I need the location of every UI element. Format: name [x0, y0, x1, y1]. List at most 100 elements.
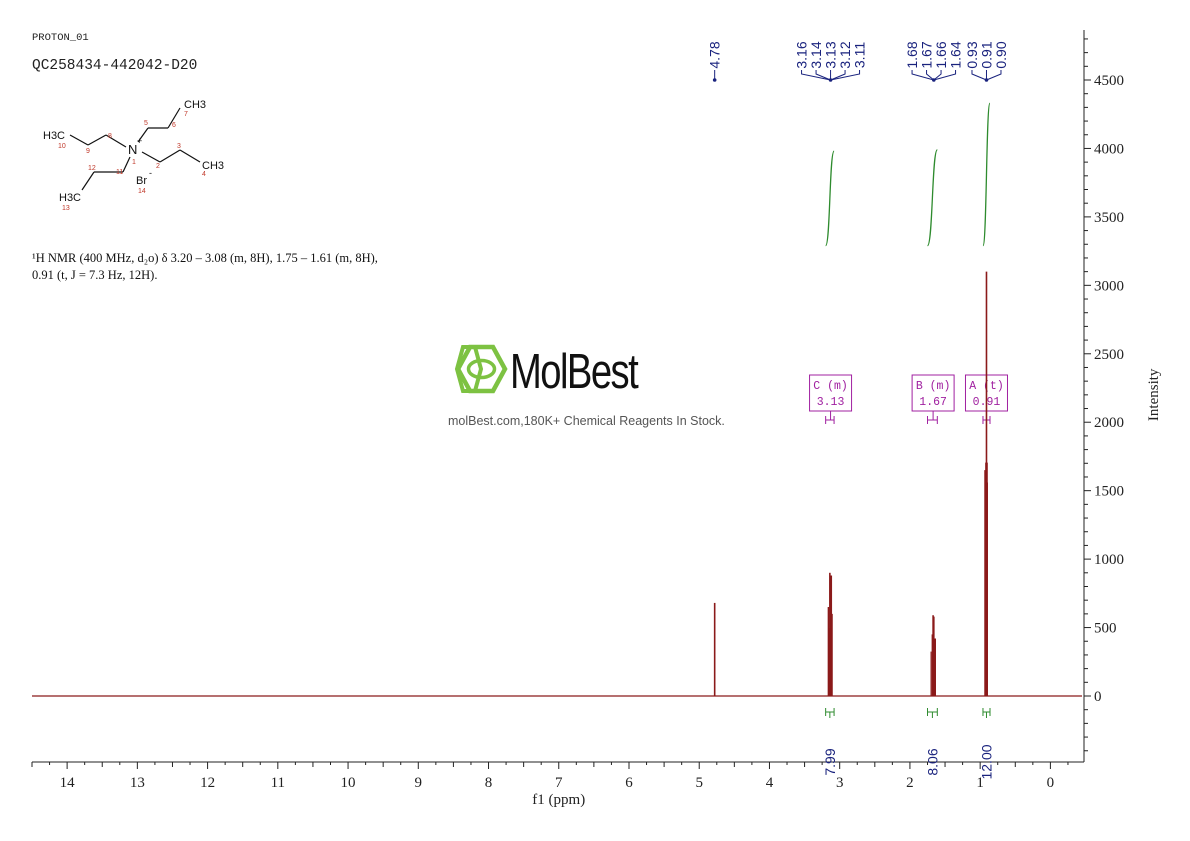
x-tick-label: 14 — [60, 775, 76, 791]
locant-11: 11 — [116, 169, 123, 176]
peak-label-connector — [933, 70, 942, 81]
x-tick-label: 4 — [766, 775, 774, 791]
peak-label-connector — [926, 70, 935, 81]
atom-label-h3c-bottom: H3C — [59, 192, 81, 204]
x-tick-label: 12 — [200, 775, 215, 791]
nmr-description-line-1: ¹H NMR (400 MHz, d₂o) δ 3.20 – 3.08 (m, … — [32, 251, 378, 265]
peak-label: 1.66 — [933, 41, 949, 68]
locant-1: 1 — [132, 159, 136, 166]
integral-curve — [982, 102, 991, 247]
peak-label: 0.93 — [964, 41, 980, 68]
watermark-tagline: molBest.com,180K+ Chemical Reagents In S… — [448, 414, 725, 428]
peak-label: 3.12 — [837, 41, 853, 68]
peak-label-connector — [986, 70, 1002, 81]
peak-label: 1.67 — [919, 41, 935, 68]
peak-label-anchor — [984, 78, 989, 82]
multiplet-shift: 3.13 — [817, 396, 845, 409]
integral-value: 12.00 — [978, 744, 994, 779]
peak-label: 3.11 — [852, 42, 868, 68]
peak-label-connector — [830, 70, 861, 81]
peak-label-group: 4.78 3.163.143.133.123.11 1.681.671.661.64… — [707, 41, 1009, 82]
ticks: 14 13 12 11 10 9 8 7 6 5 4 3 2 1 0f1 (ppm)050010001500… — [31, 38, 1162, 808]
charge-minus: - — [149, 168, 152, 178]
atom-label-nitrogen: N — [128, 142, 137, 157]
x-tick-label: 5 — [695, 775, 703, 791]
locant-5: 5 — [144, 120, 148, 127]
y-tick-label: 1500 — [1094, 484, 1124, 500]
atom-label-ch3-top: CH3 — [184, 99, 206, 111]
y-axis-label: Intensity — [1146, 368, 1162, 421]
x-tick-label: 7 — [555, 775, 563, 791]
peak-label: 3.13 — [823, 41, 839, 68]
sample-id: QC258434-442042-D20 — [32, 58, 198, 74]
watermark-brand: MolBest — [510, 345, 639, 399]
peak-label-connector — [911, 70, 934, 81]
y-tick-label: 0 — [1094, 689, 1102, 705]
multiplet-letter-type: B (m) — [916, 380, 951, 393]
atom-label-ch3-right: CH3 — [202, 160, 224, 172]
peak-label-anchor — [712, 78, 717, 82]
experiment-name: PROTON_01 — [32, 32, 89, 44]
molbest-logo-icon — [454, 344, 508, 394]
locant-2: 2 — [156, 163, 160, 170]
y-tick-label: 2000 — [1094, 415, 1124, 431]
spectrum-peak-envelope — [930, 651, 935, 696]
integral-curve — [825, 150, 835, 247]
y-tick-label: 3000 — [1094, 278, 1124, 294]
y-tick-label: 500 — [1094, 621, 1117, 637]
locant-6: 6 — [172, 122, 176, 129]
locant-14: 14 — [138, 188, 146, 195]
y-tick-label: 3500 — [1094, 210, 1124, 226]
nmr-description-line-2: 0.91 (t, J = 7.3 Hz, 12H). — [32, 268, 158, 282]
locant-10: 10 — [58, 143, 66, 150]
peak-label: 3.14 — [808, 41, 824, 68]
x-tick-label: 11 — [271, 775, 285, 791]
x-tick-label: 3 — [836, 775, 844, 791]
integral-value: 7.99 — [822, 748, 838, 775]
locant-7: 7 — [184, 111, 188, 118]
locant-4: 4 — [202, 171, 206, 178]
x-tick-label: 2 — [906, 775, 914, 791]
y-tick-label: 4000 — [1094, 141, 1124, 157]
peak-label-connector — [971, 70, 987, 81]
spectrum-peak-envelope — [985, 462, 988, 696]
charge-plus: + — [137, 136, 142, 146]
locant-9: 9 — [86, 148, 90, 155]
multiplet-shift: 1.67 — [919, 396, 947, 409]
peak-label: 1.64 — [948, 41, 964, 68]
integral-value: 8.06 — [924, 748, 940, 775]
atom-label-bromide: Br — [136, 175, 147, 187]
spectrum-trace — [32, 271, 1082, 697]
x-tick-label: 9 — [415, 775, 423, 791]
peak-label-connector — [830, 70, 846, 81]
x-tick-label: 8 — [485, 775, 493, 791]
x-tick-label: 13 — [130, 775, 145, 791]
peak-label-anchor — [932, 78, 936, 82]
peak-label-connector — [801, 70, 831, 81]
multiplet-letter-type: C (m) — [813, 380, 848, 393]
peak-label: 3.16 — [794, 41, 810, 68]
peak-label-connector — [933, 70, 957, 81]
x-tick-label: 6 — [625, 775, 633, 791]
peak-label: 0.91 — [978, 41, 994, 68]
peak-label: 0.90 — [993, 41, 1009, 68]
x-tick-label: 1 — [976, 775, 984, 791]
x-tick-label: 10 — [341, 775, 356, 791]
multiplet-boxes: C (m)3.13B (m)1.67A (t)0.91 — [809, 374, 1008, 424]
integral-curve — [926, 149, 938, 247]
locant-8: 8 — [108, 133, 112, 140]
nmr-description: ¹H NMR (400 MHz, d₂o) δ 3.20 – 3.08 (m, … — [32, 250, 378, 284]
locant-13: 13 — [62, 205, 70, 212]
y-tick-label: 2500 — [1094, 347, 1124, 363]
peak-label: 1.68 — [904, 41, 920, 68]
y-tick-label: 1000 — [1094, 552, 1124, 568]
integral-curves: 7.99 8.06 12.00 — [822, 102, 994, 780]
y-tick-label: 4500 — [1094, 73, 1124, 89]
spectrum-peak-envelope — [828, 628, 832, 696]
peak-label: 4.78 — [707, 41, 723, 68]
x-tick-label: 0 — [1047, 775, 1055, 791]
chemical-structure: CH3 H3C CH3 H3C N + Br - 1 2 3 4 5 6 7 8… — [43, 99, 224, 212]
x-axis-label: f1 (ppm) — [532, 792, 585, 808]
atom-label-h3c-left: H3C — [43, 130, 65, 142]
